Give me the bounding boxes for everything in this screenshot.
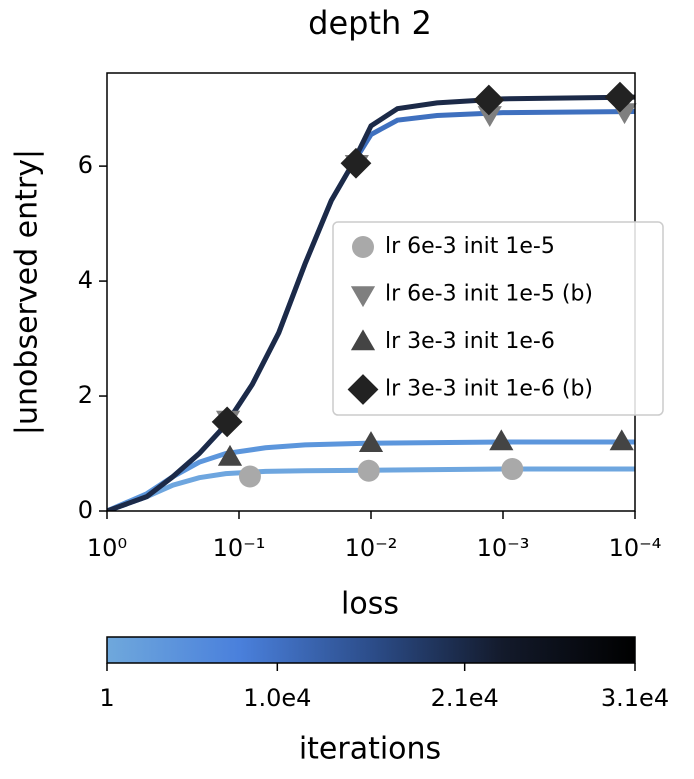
colorbar xyxy=(106,636,636,664)
y-tick-label: 6 xyxy=(78,151,93,179)
chart-title: depth 2 xyxy=(308,4,432,42)
marker xyxy=(238,465,261,488)
marker xyxy=(609,429,634,451)
marker xyxy=(604,81,636,113)
x-tick-label: 10⁰ xyxy=(87,534,127,562)
x-tick-label: 10⁻⁴ xyxy=(609,534,662,562)
marker xyxy=(357,459,380,482)
y-tick-label: 0 xyxy=(78,496,93,524)
marker xyxy=(211,406,243,438)
y-tick-label: 2 xyxy=(78,381,93,409)
x-axis-label: loss xyxy=(341,587,399,622)
legend-label: lr 6e-3 init 1e-5 (b) xyxy=(385,282,593,307)
legend-marker xyxy=(352,236,374,258)
colorbar-tick-label: 1.0e4 xyxy=(243,684,311,712)
marker xyxy=(217,444,243,466)
y-tick-label: 4 xyxy=(78,266,93,294)
colorbar-tick-label: 1 xyxy=(99,684,114,712)
colorbar-tick-label: 2.1e4 xyxy=(431,684,499,712)
x-tick-label: 10⁻¹ xyxy=(213,534,266,562)
x-tick-label: 10⁻² xyxy=(345,534,398,562)
colorbar-label: iterations xyxy=(299,732,441,767)
marker xyxy=(473,84,505,116)
curve xyxy=(107,94,635,511)
legend-label: lr 3e-3 init 1e-6 xyxy=(385,329,555,354)
legend-marker xyxy=(350,329,376,351)
legend-box xyxy=(332,221,664,416)
legend-marker xyxy=(350,286,376,308)
y-axis-label: |unobserved entry| xyxy=(10,149,45,435)
colorbar-tick-label: 3.1e4 xyxy=(601,684,669,712)
marker xyxy=(340,147,372,179)
marker xyxy=(477,106,502,128)
x-tick-label: 10⁻³ xyxy=(477,534,530,562)
marker xyxy=(489,429,514,451)
marker xyxy=(358,431,384,452)
marker xyxy=(501,458,524,481)
legend-label: lr 3e-3 init 1e-6 (b) xyxy=(385,377,593,402)
legend-label: lr 6e-3 init 1e-5 xyxy=(385,234,555,259)
legend-marker xyxy=(347,374,379,405)
